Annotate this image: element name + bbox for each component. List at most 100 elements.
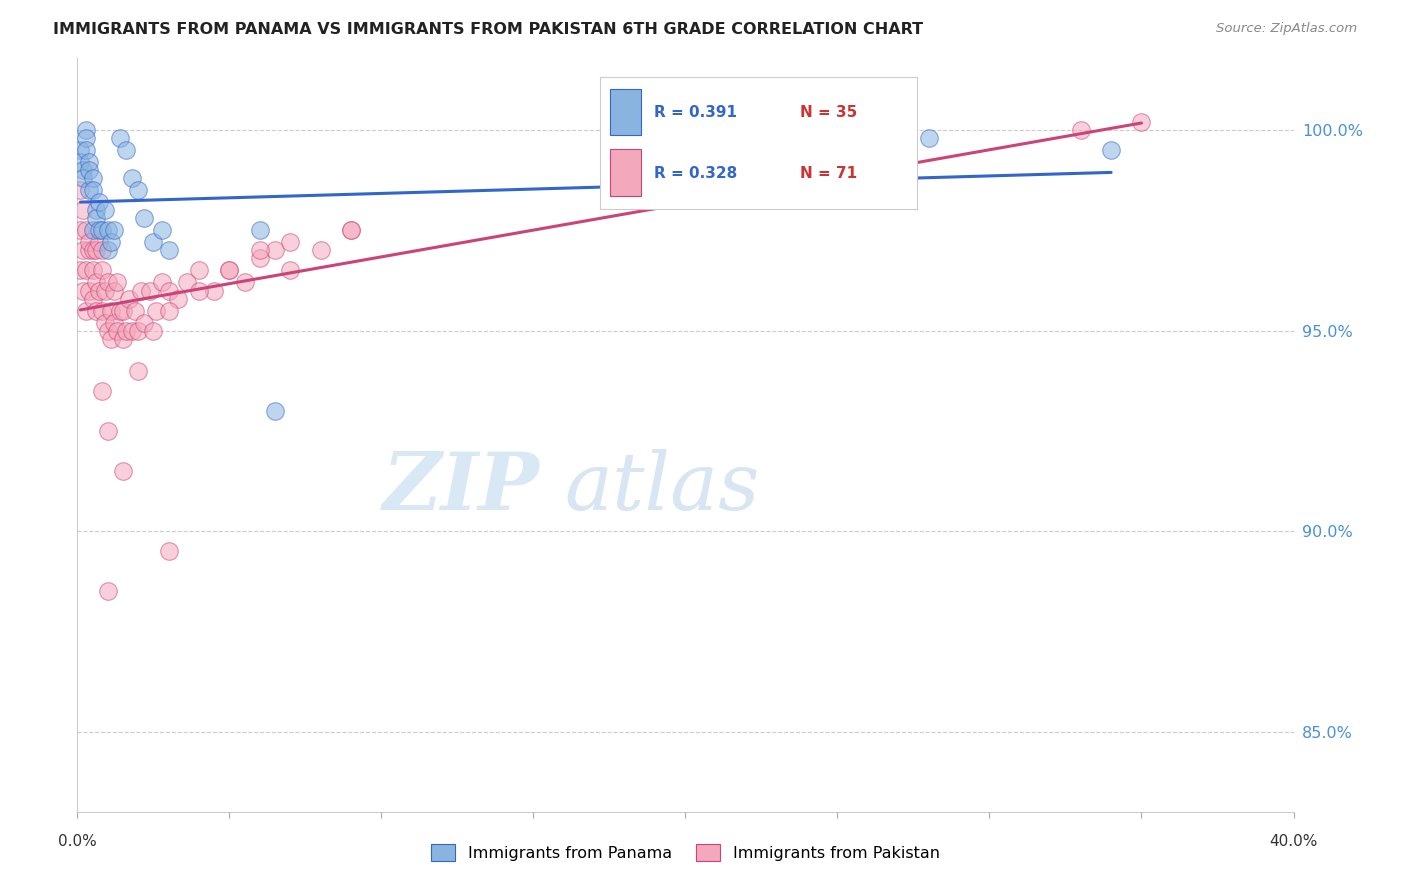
Point (97, 424, 120, 438)
Point (69, 223, 91, 237)
Point (124, 303, 146, 318)
Point (278, 235, 301, 250)
Point (264, 244, 287, 258)
Point (84, 276, 107, 290)
Point (87, 235, 110, 250)
Point (72, 203, 94, 218)
Point (72, 163, 94, 178)
Point (69, 263, 91, 277)
Point (115, 324, 138, 338)
Point (121, 324, 143, 338)
Point (82, 223, 104, 237)
Point (84, 211, 107, 226)
Point (103, 223, 125, 237)
Point (97, 276, 120, 290)
Point (145, 303, 167, 318)
Point (1099, 143, 1122, 157)
Point (90, 263, 112, 277)
Point (82, 244, 104, 258)
Point (166, 292, 188, 306)
Point (82, 292, 104, 306)
Point (142, 324, 165, 338)
Text: 40.0%: 40.0% (1270, 834, 1317, 849)
Point (105, 324, 128, 338)
Point (340, 223, 363, 237)
Point (108, 131, 131, 145)
Point (103, 284, 125, 298)
Point (100, 332, 122, 346)
Point (75, 263, 97, 277)
Point (118, 292, 141, 306)
Point (75, 131, 97, 145)
Point (93, 203, 115, 218)
Point (188, 263, 211, 277)
Point (69, 155, 91, 169)
Point (121, 171, 143, 186)
Point (115, 143, 138, 157)
Point (69, 143, 91, 157)
Point (249, 223, 271, 237)
Point (97, 324, 120, 338)
Point (105, 276, 128, 290)
Point (97, 584, 120, 599)
Point (90, 223, 112, 237)
Point (103, 316, 125, 330)
Point (218, 263, 240, 277)
Point (1070, 123, 1092, 137)
Point (82, 263, 104, 277)
Text: IMMIGRANTS FROM PANAMA VS IMMIGRANTS FROM PAKISTAN 6TH GRADE CORRELATION CHART: IMMIGRANTS FROM PANAMA VS IMMIGRANTS FRO… (53, 22, 924, 37)
Point (278, 263, 301, 277)
Text: Source: ZipAtlas.com: Source: ZipAtlas.com (1216, 22, 1357, 36)
Point (134, 211, 156, 226)
Point (127, 183, 149, 197)
Point (340, 223, 363, 237)
Point (79, 155, 101, 169)
Point (249, 252, 271, 266)
Text: ZIP: ZIP (382, 449, 540, 526)
Point (72, 171, 94, 186)
Legend: Immigrants from Panama, Immigrants from Pakistan: Immigrants from Panama, Immigrants from … (425, 838, 946, 868)
Point (97, 244, 120, 258)
Point (218, 263, 240, 277)
Point (157, 303, 180, 318)
Point (93, 316, 115, 330)
Point (157, 544, 180, 558)
Point (918, 131, 941, 145)
Point (79, 235, 101, 250)
Point (233, 276, 256, 290)
Point (79, 163, 101, 178)
Point (108, 303, 131, 318)
Point (87, 195, 110, 210)
Point (79, 284, 101, 298)
Point (188, 284, 211, 298)
Point (100, 303, 122, 318)
Point (139, 284, 162, 298)
Point (72, 284, 94, 298)
Point (84, 303, 107, 318)
Point (87, 284, 110, 298)
Point (157, 284, 180, 298)
Point (82, 183, 104, 197)
Point (79, 183, 101, 197)
Point (309, 244, 332, 258)
Point (127, 364, 149, 378)
Point (127, 324, 149, 338)
Point (84, 244, 107, 258)
Point (75, 143, 97, 157)
Point (84, 203, 107, 218)
Point (1130, 115, 1153, 129)
Point (249, 244, 271, 258)
Point (82, 171, 104, 186)
Point (90, 384, 112, 398)
Point (157, 244, 180, 258)
Point (75, 123, 97, 137)
Point (75, 303, 97, 318)
Point (87, 223, 110, 237)
Point (90, 244, 112, 258)
Text: atlas: atlas (564, 449, 759, 526)
Point (93, 284, 115, 298)
Point (75, 223, 97, 237)
Point (111, 464, 134, 478)
Point (152, 276, 174, 290)
Point (79, 244, 101, 258)
